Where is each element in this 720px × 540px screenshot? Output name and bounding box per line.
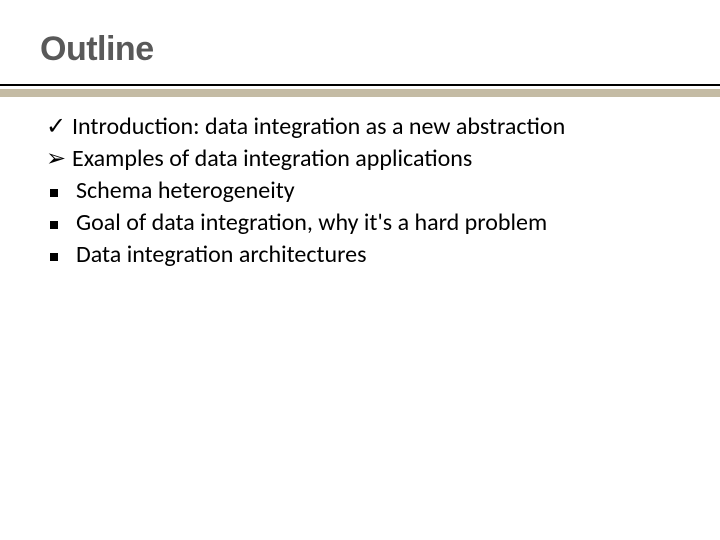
outline-list: Introduction: data integration as a new …	[46, 112, 676, 272]
rule-thin	[0, 84, 720, 86]
list-item: Goal of data integration, why it's a har…	[46, 208, 676, 238]
list-item: Schema heterogeneity	[46, 176, 676, 206]
check-icon	[46, 112, 72, 142]
list-item-text: Examples of data integration application…	[72, 144, 676, 174]
list-item-text: Data integration architectures	[76, 240, 676, 270]
slide: Outline Introduction: data integration a…	[0, 0, 720, 540]
list-item-text: Introduction: data integration as a new …	[72, 112, 676, 142]
slide-title: Outline	[40, 30, 154, 69]
arrow-icon	[46, 144, 72, 174]
list-item-text: Goal of data integration, why it's a har…	[76, 208, 676, 238]
rule-thick	[0, 89, 720, 97]
list-item: Data integration architectures	[46, 240, 676, 270]
title-area: Outline	[40, 30, 154, 69]
list-item-text: Schema heterogeneity	[76, 176, 676, 206]
title-rules	[0, 84, 720, 97]
list-item: Examples of data integration application…	[46, 144, 676, 174]
list-item: Introduction: data integration as a new …	[46, 112, 676, 142]
